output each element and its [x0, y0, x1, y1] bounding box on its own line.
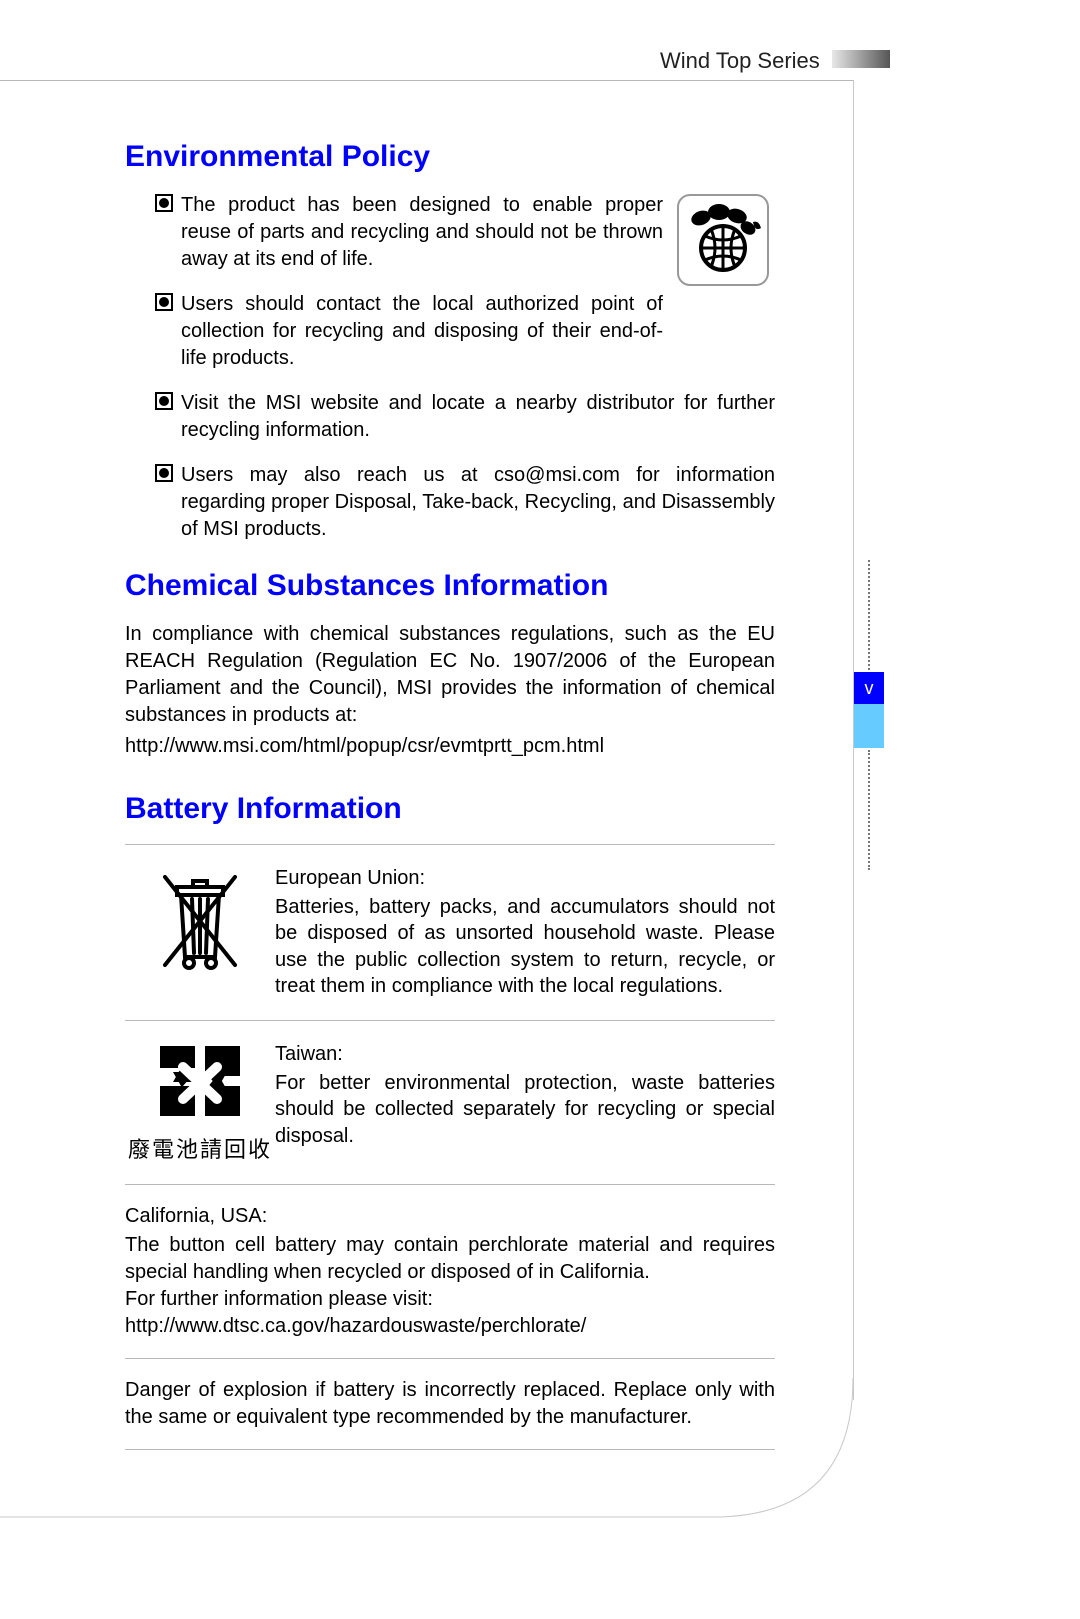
battery-heading: Battery Information [125, 792, 775, 826]
battery-eu-row: European Union: Batteries, battery packs… [125, 855, 775, 1010]
chem-url: http://www.msi.com/html/popup/csr/evmtpr… [125, 733, 775, 760]
battery-warning: Danger of explosion if battery is incorr… [125, 1369, 775, 1439]
separator [125, 844, 775, 845]
battery-eu-text: European Union: Batteries, battery packs… [275, 865, 775, 1000]
battery-eu-body: Batteries, battery packs, and accumulato… [275, 896, 775, 998]
bullet-icon [155, 390, 181, 410]
battery-ca-more: For further information please visit: [125, 1288, 433, 1310]
battery-tw-body: For better environmental protection, was… [275, 1072, 775, 1147]
separator [125, 1184, 775, 1185]
env-bullet-4: Users may also reach us at cso@msi.com f… [155, 462, 775, 543]
battery-tw-text: Taiwan: For better environmental protect… [275, 1041, 775, 1149]
separator [125, 1358, 775, 1359]
chem-paragraph: In compliance with chemical substances r… [125, 621, 775, 729]
bullet-icon [155, 192, 181, 212]
weee-bin-icon [125, 865, 275, 980]
separator [125, 1020, 775, 1021]
battery-ca-region: California, USA: [125, 1203, 775, 1230]
bullet-icon [155, 462, 181, 482]
env-bullet-3: Visit the MSI website and locate a nearb… [155, 390, 775, 444]
battery-ca-url: http://www.dtsc.ca.gov/hazardouswaste/pe… [125, 1315, 586, 1337]
taiwan-recycle-icon: 廢電池請回收 [125, 1041, 275, 1164]
content: Environmental Policy The product has bee… [125, 140, 775, 1460]
battery-tw-row: 廢電池請回收 Taiwan: For better environmental … [125, 1031, 775, 1174]
env-bullets: The product has been designed to enable … [155, 192, 775, 543]
bullet-icon [155, 291, 181, 311]
env-bullet-text: Users should contact the local authorize… [181, 291, 663, 372]
env-bullet-2: Users should contact the local authorize… [155, 291, 663, 372]
env-heading: Environmental Policy [125, 140, 775, 174]
env-bullet-text: Users may also reach us at cso@msi.com f… [181, 462, 775, 543]
env-bullet-text: Visit the MSI website and locate a nearb… [181, 390, 775, 444]
battery-ca-body: The button cell battery may contain perc… [125, 1234, 775, 1283]
page-tab-accent [854, 704, 884, 748]
header-gradient-bar [832, 50, 890, 68]
separator [125, 1449, 775, 1450]
env-bullet-1: The product has been designed to enable … [155, 192, 663, 273]
recycle-globe-icon [675, 192, 775, 390]
header-rule [0, 80, 853, 81]
page: Wind Top Series v Environmental Policy T… [0, 0, 1080, 1619]
side-dots-top [868, 560, 870, 670]
page-tab: v [854, 672, 884, 704]
env-bullet-text: The product has been designed to enable … [181, 192, 663, 273]
header-series: Wind Top Series [660, 48, 820, 74]
side-dots-bottom [868, 750, 870, 870]
battery-ca-block: California, USA: The button cell battery… [125, 1195, 775, 1348]
battery-tw-region: Taiwan: [275, 1041, 775, 1068]
taiwan-recycle-label: 廢電池請回收 [125, 1132, 275, 1164]
battery-eu-region: European Union: [275, 865, 775, 892]
chem-heading: Chemical Substances Information [125, 569, 775, 603]
